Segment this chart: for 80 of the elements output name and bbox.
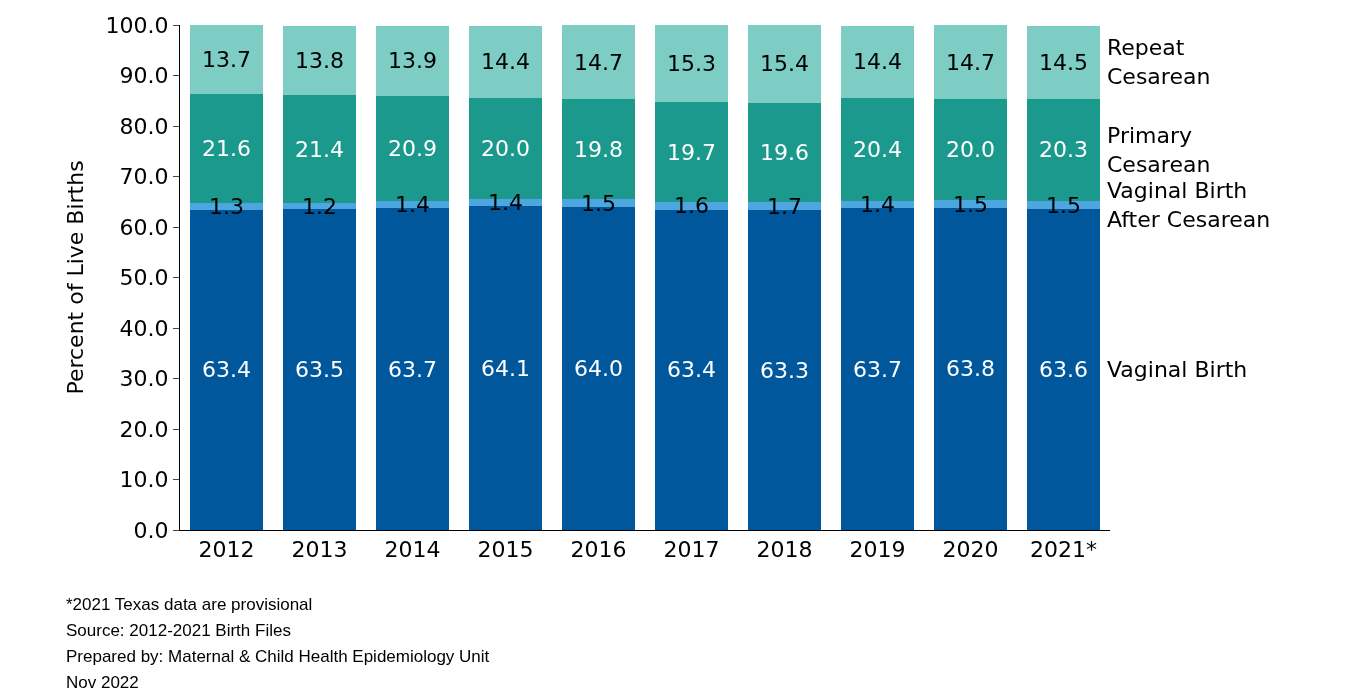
x-tick-label: 2015: [477, 537, 534, 563]
y-tick-label: 0.0: [133, 517, 169, 543]
data-label: 13.9: [388, 48, 437, 73]
data-label: 63.5: [295, 357, 344, 382]
source-note: Source: 2012-2021 Birth Files: [66, 621, 291, 640]
bar: [283, 25, 356, 96]
y-tick-label: 90.0: [119, 63, 169, 89]
y-tick-label: 40.0: [119, 315, 169, 341]
data-label: 20.4: [853, 137, 902, 162]
data-label: 64.0: [574, 356, 623, 381]
data-label: 64.1: [481, 356, 530, 381]
series-label: Repeat Cesarean: [1107, 35, 1211, 89]
bar: [934, 25, 1007, 100]
data-label: 20.0: [481, 136, 530, 161]
x-tick-label: 2020: [942, 537, 999, 563]
data-label: 14.4: [853, 49, 902, 74]
data-label: 14.5: [1039, 50, 1088, 75]
data-label: 14.7: [574, 50, 623, 75]
data-label: 1.7: [767, 194, 802, 219]
data-label: 1.5: [1046, 193, 1081, 218]
data-label: 21.6: [202, 136, 251, 161]
data-label: 1.4: [395, 192, 430, 217]
x-tick-label: 2018: [756, 537, 813, 563]
text: Prepared by: Maternal & Child Health Epidemiology Unit: [66, 647, 490, 666]
data-label: 21.4: [295, 137, 344, 162]
data-label: 20.0: [946, 137, 995, 162]
series-label: Primary Cesarean: [1107, 123, 1211, 177]
data-label: 20.9: [388, 136, 437, 161]
series-label: Vaginal Birth After Cesarean: [1107, 178, 1271, 232]
data-label: 63.8: [946, 356, 995, 381]
series-label: Vaginal Birth: [1107, 357, 1248, 382]
data-label: 63.3: [760, 358, 809, 383]
data-label: 1.4: [488, 190, 523, 215]
bar: [748, 25, 821, 103]
text: Nov 2022: [66, 673, 139, 692]
data-label: 1.6: [674, 193, 709, 218]
x-tick-label: 2019: [849, 537, 906, 563]
y-axis-title: Percent of Live Births: [63, 160, 89, 395]
x-tick-label: 2016: [570, 537, 627, 563]
data-label: 14.4: [481, 49, 530, 74]
data-label: 1.5: [581, 191, 616, 216]
data-label: 63.6: [1039, 357, 1088, 382]
data-label: 15.4: [760, 51, 809, 76]
x-tick-label: 2013: [291, 537, 348, 563]
y-tick-label: 70.0: [119, 164, 169, 190]
data-label: 1.2: [302, 194, 337, 219]
data-label: 1.3: [209, 194, 244, 219]
x-tick-label: 2014: [384, 537, 441, 563]
bar: [469, 25, 542, 99]
y-tick-label: 20.0: [119, 416, 169, 442]
data-label: 20.3: [1039, 137, 1088, 162]
data-label: 19.8: [574, 137, 623, 162]
bar: [655, 25, 728, 103]
data-label: 19.6: [760, 140, 809, 165]
data-label: 19.7: [667, 140, 716, 165]
bar: [841, 25, 914, 99]
x-tick-label: 2021*: [1030, 537, 1097, 563]
x-tick-label: 2012: [198, 537, 255, 563]
y-tick-label: 30.0: [119, 366, 169, 392]
y-tick-label: 100.0: [105, 12, 169, 38]
data-label: 63.4: [667, 357, 716, 382]
y-tick-label: 80.0: [119, 113, 169, 139]
y-tick-label: 10.0: [119, 467, 169, 493]
data-label: 63.4: [202, 357, 251, 382]
y-tick-label: 60.0: [119, 214, 169, 240]
bar: [562, 25, 635, 100]
data-label: 14.7: [946, 50, 995, 75]
data-label: 13.7: [202, 47, 251, 72]
bar: [376, 25, 449, 96]
data-label: 63.7: [853, 357, 902, 382]
y-tick-label: 50.0: [119, 265, 169, 291]
data-label: 13.8: [295, 48, 344, 73]
x-tick-label: 2017: [663, 537, 720, 563]
data-label: 63.7: [388, 357, 437, 382]
data-label: 15.3: [667, 51, 716, 76]
data-label: 1.4: [860, 192, 895, 217]
bar: [190, 25, 263, 95]
bar: [1027, 25, 1100, 99]
text: *2021 Texas data are provisional: [66, 595, 313, 614]
data-label: 1.5: [953, 192, 988, 217]
